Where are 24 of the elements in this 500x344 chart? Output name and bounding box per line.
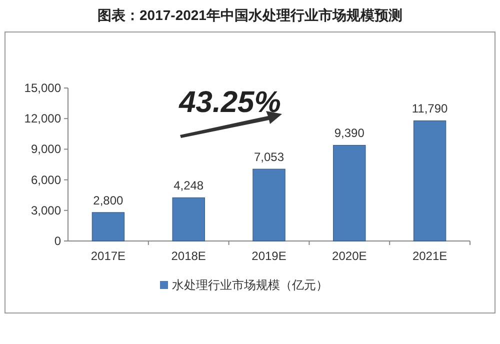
y-tick-label: 15,000: [24, 81, 62, 95]
x-tick-label: 2019E: [252, 249, 286, 263]
bar: [252, 168, 286, 242]
bar: [413, 120, 446, 242]
data-label: 7,053: [254, 150, 284, 164]
data-label: 2,800: [93, 193, 124, 208]
y-tick-label: 12,000: [24, 112, 62, 126]
bar: [333, 144, 366, 242]
legend-label: 水处理行业市场规模（亿元）: [172, 278, 328, 292]
x-tick-label: 2018E: [171, 249, 206, 263]
y-tick-label: 0: [54, 234, 62, 248]
bar: [172, 197, 205, 242]
annotation: 43.25%: [178, 86, 281, 119]
y-tick-label: 6,000: [30, 172, 62, 187]
data-label: 11,790: [412, 102, 448, 116]
data-label: 4,248: [174, 178, 204, 193]
title: 图表：2017-2021年中国水处理行业市场规模预测: [98, 7, 402, 23]
bar: [92, 212, 125, 242]
y-tick-label: 3,000: [30, 203, 62, 218]
x-tick-label: 2021E: [412, 249, 448, 263]
data-label: 9,390: [334, 126, 365, 140]
x-tick-label: 2020E: [332, 249, 367, 263]
x-tick-label: 2017E: [90, 249, 126, 263]
y-tick-label: 9,000: [30, 142, 62, 156]
